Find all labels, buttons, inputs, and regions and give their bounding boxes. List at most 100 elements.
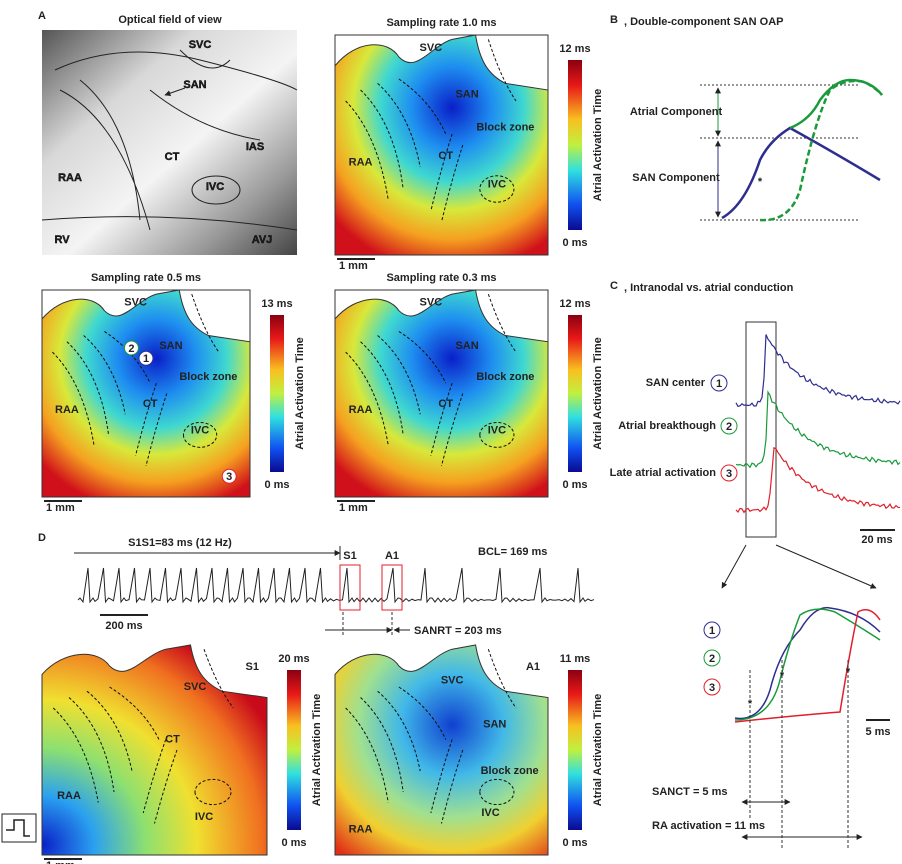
field-of-view: Optical field of view SVC SAN IAS CT RAA IVC RV… (41, 14, 298, 255)
colorbar (568, 315, 582, 472)
scale-bar-label: 1 mm (339, 502, 368, 514)
map-shape (335, 35, 548, 255)
trace-breakthrough (735, 390, 901, 469)
anatomy-outline (41, 49, 298, 231)
scale-bar-label: 1 mm (46, 502, 75, 514)
colorbar-label: Atrial Activation Time (592, 694, 604, 806)
site-number: 3 (226, 471, 232, 483)
map-frame (41, 289, 251, 498)
trace-marker (720, 464, 738, 482)
colorbar-label: Atrial Activation Time (294, 337, 306, 449)
anatomy-label: SVC (441, 675, 464, 687)
colorbar-min: 0 ms (264, 479, 289, 491)
anatomy-label: SAN (455, 340, 478, 352)
map-surface (335, 645, 548, 855)
anatomy-label: SAN (483, 719, 506, 731)
anatomy-label: RV (54, 234, 70, 246)
anatomy-label: RAA (57, 790, 81, 802)
anatomy-label: RAA (55, 404, 79, 416)
trace-label: Atrial breakthough (618, 420, 716, 432)
colorbar (287, 670, 301, 830)
anatomy-label: IAS (246, 141, 264, 153)
trace-label: Late atrial activation (610, 467, 717, 479)
inset-marker (703, 649, 721, 667)
trace-number: 1 (716, 378, 722, 390)
inset-number: 3 (709, 682, 715, 694)
atrial-trace (759, 79, 883, 222)
anatomy-label: RAA (349, 157, 373, 169)
colorbar-min: 0 ms (562, 837, 587, 849)
panel-title: Optical field of view (118, 14, 222, 26)
anatomy-label: SAN (159, 340, 182, 352)
anatomy-label: Block zone (481, 765, 539, 777)
a1-box (381, 564, 403, 611)
map-surface (42, 290, 250, 497)
s1-box (339, 564, 361, 611)
bcl-label: BCL= 169 ms (478, 546, 547, 558)
sanct-label: SANCT = 5 ms (652, 786, 728, 798)
sanrt-label: SANRT = 203 ms (414, 625, 502, 637)
anatomy-label: Block zone (476, 371, 534, 383)
anatomy-label: CT (165, 151, 180, 163)
map-frame (334, 289, 549, 498)
map-title: Sampling rate 0.5 ms (91, 272, 201, 284)
stimulus-box (1, 813, 37, 843)
anatomy-label: SVC (189, 39, 212, 51)
anatomy-dashes (346, 39, 516, 222)
activation-map: A1 SVC SAN Block zone RAA IVC 11 ms 0 ms Atrial … (335, 645, 604, 855)
time-guides (749, 660, 849, 850)
pointer (164, 87, 186, 97)
scale-bar-label: 200 ms (105, 620, 142, 632)
colorbar-max: 12 ms (559, 43, 590, 55)
scale-bar-label: 1 mm (46, 860, 75, 864)
inset-trace (734, 609, 881, 723)
traces: SAN center Atrial breakthough Late atrial … (610, 321, 901, 850)
map-title: S1 (246, 661, 259, 673)
sanrt-guides (342, 612, 393, 635)
scale-bar-label: 20 ms (861, 534, 892, 546)
anatomy-label: CT (438, 150, 453, 162)
anatomy-label: CT (143, 398, 158, 410)
colorbar-min: 0 ms (562, 479, 587, 491)
atrial-trace-solid (789, 78, 883, 130)
guide-lines (700, 84, 860, 221)
anatomy-label: RAA (349, 404, 373, 416)
anatomy-label: SVC (124, 296, 147, 308)
s1s1-label: S1S1=83 ms (12 Hz) (128, 537, 232, 549)
anatomy-label: IVC (481, 807, 499, 819)
inset-number: 1 (709, 625, 715, 637)
colorbar (270, 315, 284, 472)
anatomy-label: SVC (184, 681, 207, 693)
panel-letter: B (610, 14, 618, 26)
anatomy-label: IVC (195, 811, 213, 823)
trace-number: 2 (726, 421, 732, 433)
scale-bar-label: 5 ms (865, 726, 890, 738)
site-marker (123, 340, 139, 356)
map-title: Sampling rate 0.3 ms (386, 272, 496, 284)
anatomy-label: SVC (420, 42, 443, 54)
anatomy-label: RAA (349, 824, 373, 836)
colorbar-max: 11 ms (560, 653, 591, 665)
colorbar-label: Atrial Activation Time (592, 337, 604, 449)
site-marker (221, 468, 237, 484)
s1-label: S1 (343, 550, 356, 562)
san-trace (721, 126, 881, 220)
inset-marker (703, 621, 721, 639)
optical-trace (77, 567, 595, 604)
panel-letter: C (610, 280, 618, 292)
map-surface (42, 645, 267, 855)
colorbar-max: 13 ms (261, 298, 292, 310)
site-marker (138, 350, 154, 366)
a1-label: A1 (385, 550, 399, 562)
anatomy-label: SAN (183, 79, 206, 91)
map-shape (335, 290, 548, 497)
colorbar (568, 670, 582, 830)
stimulus-icon (6, 819, 30, 837)
site-number: 2 (128, 343, 134, 355)
inset-marker (703, 678, 721, 696)
scale-bar-label: 1 mm (339, 260, 368, 272)
map-surface (335, 290, 548, 497)
activation-star: * (748, 698, 753, 710)
trace-late (735, 446, 901, 514)
